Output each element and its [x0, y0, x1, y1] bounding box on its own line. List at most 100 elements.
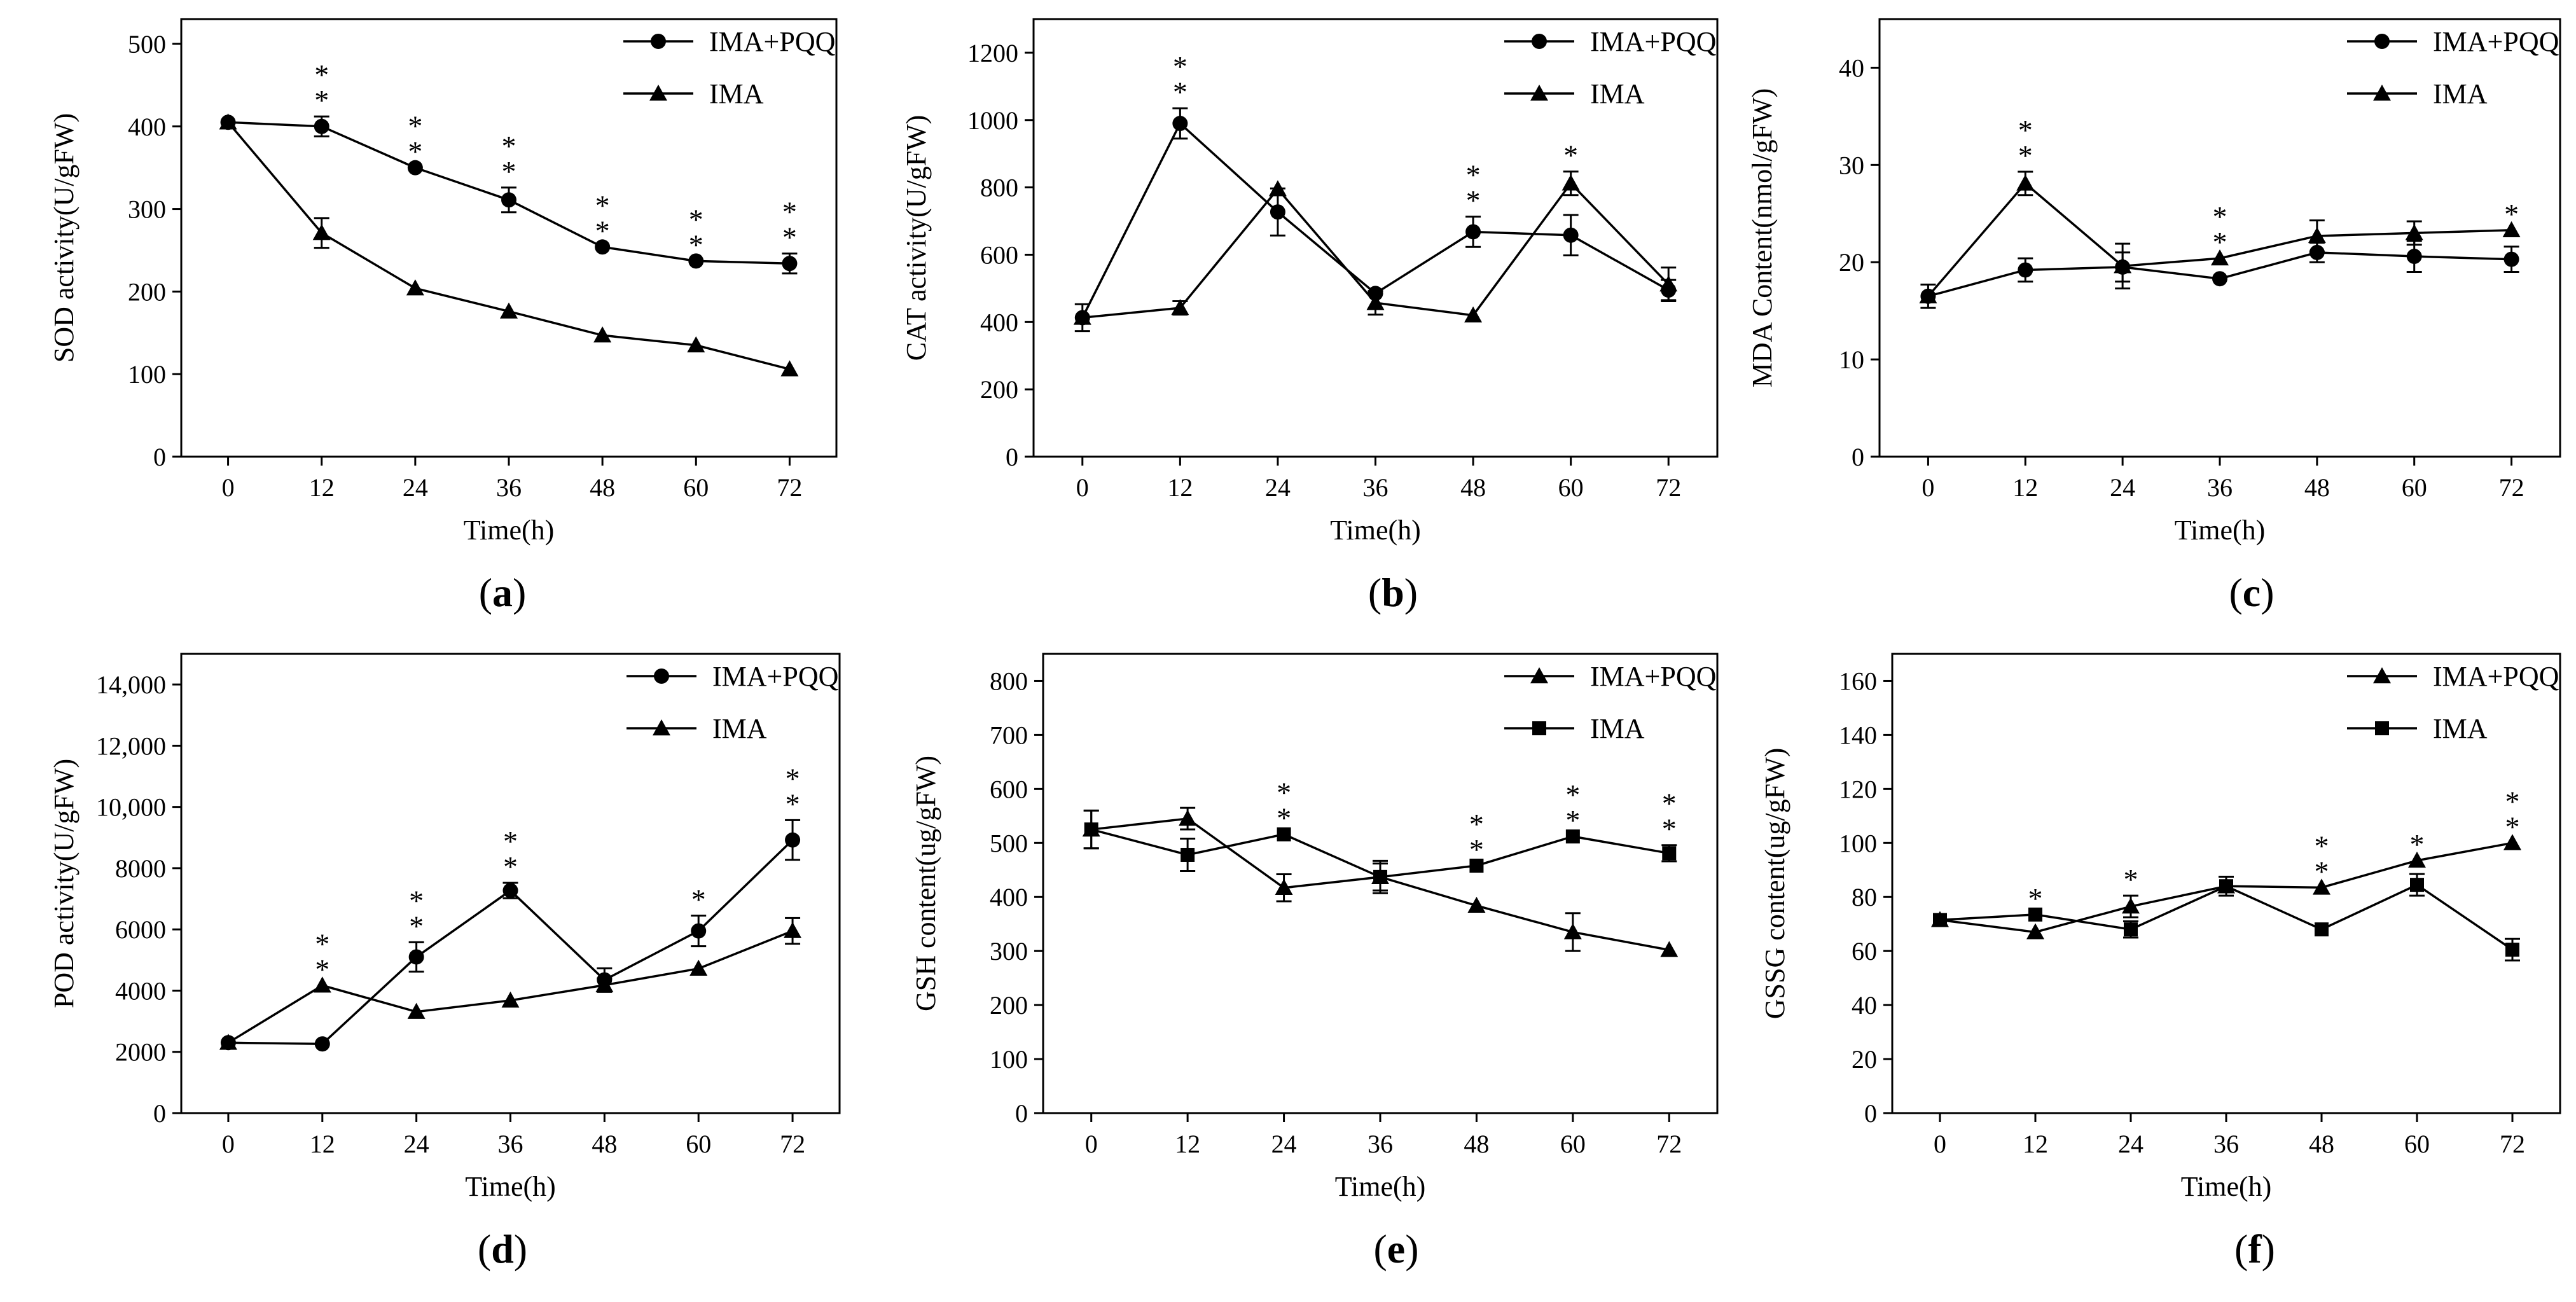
panel-label-open: (	[1373, 1226, 1387, 1271]
significance-star: *	[408, 135, 422, 168]
data-point	[1277, 827, 1291, 841]
data-point	[406, 279, 424, 296]
panel-label-close: )	[514, 1226, 527, 1271]
data-point	[1275, 878, 1293, 895]
y-axis-label: POD activity(U/gFW)	[48, 759, 80, 1008]
significance-star: *	[2504, 198, 2519, 230]
data-point	[595, 976, 614, 993]
x-tick-label: 60	[686, 1130, 711, 1158]
chart-panel-a: 0 100 200 300 400 500 0 12 24 36 48 60 72 Time(h) SOD …	[48, 18, 838, 615]
x-axis-label: Time(h)	[1330, 515, 1421, 546]
significance-star: *	[595, 189, 610, 221]
significance-star: *	[1277, 777, 1291, 809]
data-point	[689, 959, 708, 976]
x-tick-label: 12	[2023, 1130, 2048, 1158]
y-tick-label: 160	[1839, 667, 1877, 695]
y-tick-label: 30	[1839, 151, 1864, 179]
data-point	[2124, 922, 2138, 937]
y-tick-label: 20	[1839, 248, 1864, 277]
y-tick-label: 140	[1839, 721, 1877, 749]
panel-label-close: )	[2262, 1226, 2275, 1271]
data-point	[2028, 907, 2042, 922]
significance-star: *	[1466, 159, 1481, 191]
x-axis-label: Time(h)	[2175, 515, 2266, 546]
y-tick-label: 800	[990, 667, 1028, 695]
y-axis-label: GSSG content(ug/gFW)	[1759, 748, 1790, 1020]
data-point	[780, 360, 799, 377]
significance-marker: **	[409, 884, 424, 942]
chart-panel-c: 0 10 20 30 40 0 12 24 36 48 60 72 Time(h) MDA Content…	[1747, 18, 2561, 615]
data-point	[502, 883, 518, 899]
data-point	[1073, 308, 1091, 325]
panel-label-letter: f	[2248, 1226, 2262, 1271]
y-tick-label: 700	[990, 721, 1028, 749]
y-tick-label: 60	[1852, 937, 1877, 966]
data-point	[1084, 822, 1098, 837]
x-tick-label: 48	[1464, 1130, 1489, 1158]
legend-item: IMA+PQQ	[627, 661, 839, 692]
y-tick-label: 8000	[115, 854, 166, 883]
data-point	[2502, 221, 2521, 237]
significance-marker: **	[782, 196, 797, 254]
significance-star: *	[595, 214, 610, 247]
y-axis-label: SOD activity(U/gFW)	[48, 113, 80, 363]
legend-label: IMA	[2433, 78, 2488, 109]
legend-item: IMA	[623, 78, 764, 109]
x-tick-label: 36	[1363, 473, 1388, 502]
data-point	[2026, 923, 2044, 939]
significance-star: *	[502, 155, 516, 188]
y-tick-label: 0	[153, 443, 166, 471]
data-point	[2114, 257, 2132, 274]
data-point	[785, 832, 801, 848]
x-tick-label: 72	[1656, 1130, 1682, 1158]
x-tick-label: 24	[404, 1130, 429, 1158]
y-tick-label: 300	[990, 937, 1028, 966]
significance-star: *	[408, 110, 422, 142]
significance-star: *	[786, 787, 800, 820]
y-tick-label: 100	[990, 1045, 1028, 1074]
data-point	[1659, 275, 1678, 292]
significance-star: *	[2124, 863, 2138, 896]
x-tick-label: 48	[2309, 1130, 2334, 1158]
significance-star: *	[315, 927, 329, 960]
y-tick-label: 80	[1852, 883, 1877, 911]
y-tick-label: 400	[128, 113, 166, 141]
chart-panel-e: 0 100 200 300 400 500 600 700 800 0 12 24 36 48 60 72 Ti…	[910, 653, 1719, 1271]
x-tick-label: 0	[222, 473, 235, 502]
y-tick-label: 10,000	[96, 793, 166, 822]
y-tick-label: 200	[128, 277, 166, 306]
significance-star: *	[1469, 808, 1484, 840]
panel-label-close: )	[1404, 570, 1418, 615]
y-tick-label: 0	[1006, 443, 1018, 471]
data-point	[407, 160, 423, 176]
legend-item: IMA	[1504, 713, 1645, 744]
y-tick-label: 12,000	[96, 731, 166, 760]
significance-marker: **	[502, 130, 516, 188]
data-point	[1467, 896, 1486, 913]
significance-marker: *	[2124, 863, 2138, 896]
data-point	[1933, 913, 1947, 927]
significance-star: *	[1662, 813, 1677, 845]
y-tick-label: 800	[980, 174, 1018, 202]
series-ima	[1083, 809, 1677, 892]
data-point	[313, 976, 331, 993]
panel-label: (a)	[479, 570, 527, 615]
legend-item: IMA	[2347, 78, 2488, 109]
significance-marker: **	[2018, 114, 2033, 172]
significance-star: *	[409, 884, 424, 917]
y-axis-label: MDA Content(nmol/gFW)	[1747, 88, 1778, 388]
y-axis-label: GSH content(ug/gFW)	[910, 756, 941, 1011]
data-point	[2308, 226, 2326, 244]
significance-star: *	[1173, 76, 1188, 108]
data-point	[219, 113, 237, 130]
data-point	[2309, 244, 2325, 260]
x-tick-label: 24	[403, 473, 428, 502]
legend-marker	[2374, 34, 2390, 49]
x-axis-label: Time(h)	[465, 1171, 556, 1202]
data-point	[501, 192, 516, 208]
data-point	[1373, 869, 1387, 884]
data-point	[2016, 174, 2035, 191]
legend-marker	[649, 85, 667, 101]
panel-label-letter: e	[1387, 1226, 1405, 1271]
